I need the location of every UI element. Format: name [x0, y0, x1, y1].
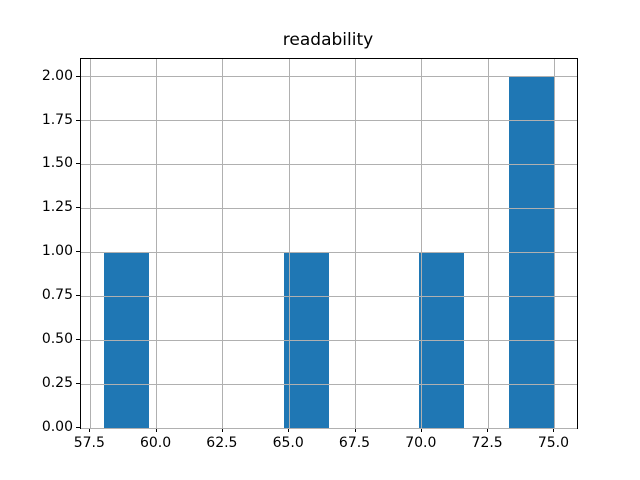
x-tick-label: 72.5 [471, 435, 503, 451]
y-tick-label: 0.00 [41, 419, 73, 435]
y-tick-label: 0.25 [41, 375, 73, 392]
x-tick-mark [420, 428, 422, 432]
grid-line-horizontal [81, 427, 577, 429]
grid-line-vertical [222, 59, 224, 428]
y-tick-mark [76, 339, 80, 341]
y-tick-mark [76, 163, 80, 165]
grid-line-horizontal [81, 251, 577, 253]
y-tick-mark [76, 295, 80, 297]
x-tick-label: 57.5 [73, 435, 105, 451]
y-tick-label: 1.00 [41, 243, 73, 260]
y-tick-mark [76, 119, 80, 121]
grid-line-vertical [288, 59, 290, 428]
y-tick-label: 1.25 [41, 199, 73, 216]
x-tick-label: 60.0 [139, 435, 172, 451]
plot-area [80, 58, 578, 429]
y-tick-mark [76, 207, 80, 209]
grid-line-vertical [89, 59, 91, 428]
y-tick-label: 1.50 [41, 155, 73, 172]
x-tick-label: 67.5 [338, 435, 371, 451]
x-tick-mark [288, 428, 290, 432]
x-tick-label: 75.0 [537, 435, 570, 451]
y-tick-label: 0.50 [41, 331, 73, 348]
x-tick-label: 70.0 [405, 435, 437, 451]
grid-line-horizontal [81, 163, 577, 165]
x-tick-mark [354, 428, 356, 432]
x-tick-mark [487, 428, 489, 432]
grid-line-vertical [156, 59, 158, 428]
grid-line-vertical [421, 59, 423, 428]
grid-line-horizontal [81, 339, 577, 341]
x-tick-label: 62.5 [206, 435, 238, 451]
chart-title: readability [282, 30, 374, 50]
x-tick-mark [155, 428, 157, 432]
grid-line-horizontal [81, 207, 577, 209]
x-tick-label: 65.0 [272, 435, 304, 451]
grid-line-horizontal [81, 295, 577, 297]
y-tick-mark [76, 427, 80, 428]
x-tick-mark [553, 428, 555, 432]
y-tick-label: 2.00 [41, 67, 73, 84]
grid-line-vertical [553, 59, 555, 428]
grid-line-vertical [487, 59, 489, 428]
x-tick-mark [221, 428, 223, 432]
grid-line-horizontal [81, 383, 577, 385]
y-tick-mark [76, 383, 80, 385]
y-tick-label: 1.75 [41, 111, 73, 128]
y-tick-mark [76, 75, 80, 77]
grid-line-vertical [355, 59, 357, 428]
y-tick-label: 0.75 [41, 287, 73, 304]
x-tick-mark [89, 428, 91, 432]
y-tick-mark [76, 251, 80, 253]
grid-line-horizontal [81, 120, 577, 121]
grid-line-horizontal [81, 76, 577, 78]
